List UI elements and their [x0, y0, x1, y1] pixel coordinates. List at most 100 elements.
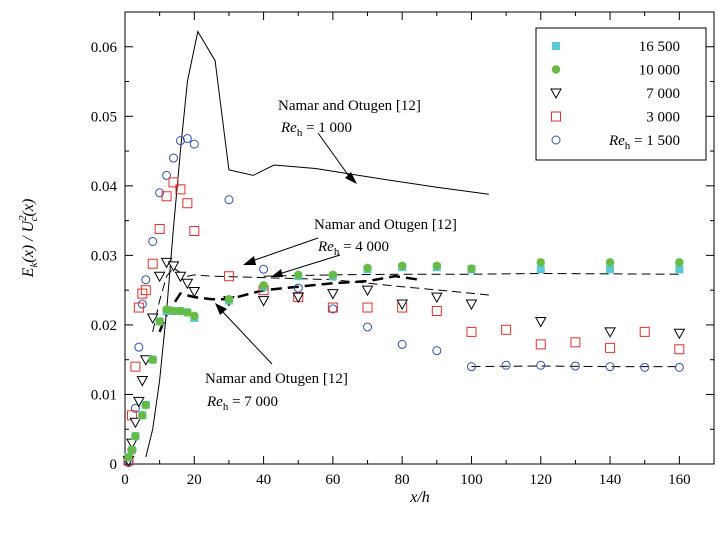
data-point: [675, 265, 684, 274]
x-tick-label: 140: [599, 472, 622, 488]
data-point: [224, 294, 234, 304]
data-point: [327, 289, 339, 300]
data-point: [430, 292, 443, 304]
reference-curve-1: [152, 267, 489, 333]
axis-ticks: 0 20 40 60 80 100 120 140 160 0 0.01 0.02 0.03 0.04 0.…: [91, 12, 714, 488]
data-point: [183, 308, 192, 317]
annotation-1000-arrow-head: [345, 172, 357, 184]
data-point: [501, 360, 511, 370]
y-tick-label: 0.03: [91, 248, 117, 264]
data-point: [605, 258, 615, 267]
data-point: [155, 317, 164, 326]
reference-curves: [145, 30, 680, 458]
data-point: [640, 362, 650, 372]
data-point: [362, 302, 373, 313]
data-point: [176, 306, 185, 316]
x-tick-label: 160: [668, 472, 691, 488]
data-point: [137, 299, 147, 309]
data-point: [605, 342, 616, 353]
data-point: [155, 188, 165, 198]
data-point: [431, 306, 442, 317]
data-point: [570, 361, 580, 371]
data-point: [168, 177, 179, 188]
legend-label: 3 000: [646, 110, 680, 126]
data-point: [294, 270, 303, 280]
data-point: [133, 396, 145, 408]
x-tick-label: 80: [395, 472, 410, 488]
data-point: [139, 355, 152, 366]
data-point: [188, 287, 201, 298]
data-point: [137, 288, 148, 299]
data-point: [396, 299, 409, 311]
annotation-4000-arrow-shaft: [251, 237, 319, 262]
data-point: [466, 326, 477, 337]
data-point: [224, 195, 234, 205]
data-point: [397, 339, 407, 349]
annotation-1000-line2: Reh = 1 000: [280, 120, 352, 139]
data-point: [363, 263, 372, 273]
data-point: [467, 264, 476, 273]
data-markers: [122, 134, 686, 468]
data-point: [363, 322, 373, 332]
annotation-7000: Namar and Otugen [12] Reh = 7 000: [205, 303, 348, 413]
data-point: [536, 258, 545, 267]
data-point: [570, 337, 581, 348]
data-point: [174, 271, 187, 283]
data-point: [534, 316, 547, 328]
y-tick-label: 0.04: [91, 179, 118, 195]
legend-label: 16 500: [639, 39, 680, 55]
data-point: [134, 342, 144, 352]
data-point: [397, 261, 407, 271]
legend-label: Reh = 1 500: [608, 133, 680, 152]
legend-marker: [552, 42, 560, 50]
data-point: [536, 265, 545, 274]
data-point: [182, 198, 193, 209]
data-point: [133, 302, 144, 313]
data-point: [129, 417, 142, 429]
data-point: [141, 400, 150, 410]
annotation-1000-arrow-shaft: [317, 132, 352, 180]
plot-frame: [124, 11, 715, 465]
y-tick-label: 0: [110, 457, 118, 473]
data-point: [604, 327, 616, 338]
data-point: [189, 226, 200, 237]
legend-marker: [550, 88, 562, 100]
data-point: [259, 281, 268, 290]
data-point: [223, 271, 234, 282]
x-tick-label: 0: [121, 472, 129, 488]
annotation-7000-line1: Namar and Otugen [12]: [205, 371, 348, 387]
data-point: [169, 153, 179, 163]
data-point: [131, 431, 140, 441]
reference-curve-3: [263, 272, 680, 277]
y-axis-title: Ek(x) / U2c(x): [17, 199, 40, 279]
data-point: [162, 170, 172, 180]
data-point: [293, 283, 303, 293]
data-point: [257, 296, 270, 307]
data-point: [182, 134, 192, 144]
x-tick-label: 60: [325, 472, 340, 488]
data-point: [259, 264, 269, 274]
reference-curve-0: [145, 30, 489, 458]
data-point: [124, 452, 133, 462]
data-point: [175, 136, 185, 146]
annotation-7000-arrow-shaft: [221, 310, 273, 365]
x-tick-label: 40: [256, 472, 271, 488]
data-point: [432, 261, 442, 271]
data-point: [190, 311, 199, 321]
legend-box: [535, 27, 707, 161]
legend: 16 500 10 000 7 000 3 000 Reh = 1 500: [535, 27, 707, 161]
annotation-4000-arrow2-shaft: [278, 254, 341, 275]
data-point: [136, 376, 149, 387]
data-point: [140, 285, 151, 296]
legend-marker: [551, 135, 561, 145]
annotation-1000: Namar and Otugen [12] Reh = 1 000: [278, 98, 421, 184]
x-tick-label: 120: [530, 472, 553, 488]
legend-marker: [551, 111, 561, 122]
data-point: [167, 261, 180, 272]
data-point: [130, 361, 141, 372]
reference-curve-2: [158, 274, 420, 333]
data-point: [536, 360, 546, 370]
data-point: [146, 313, 159, 324]
y-tick-label: 0.02: [91, 318, 117, 334]
